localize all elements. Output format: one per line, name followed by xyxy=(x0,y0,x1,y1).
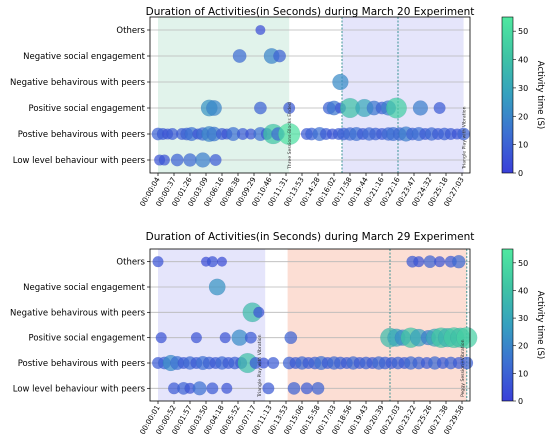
y-tick-label: Low level behaviour with peers xyxy=(13,384,146,394)
data-point xyxy=(332,73,349,91)
data-point xyxy=(283,101,296,115)
data-point xyxy=(311,381,325,395)
y-tick-label: Negative behavirous with peers xyxy=(10,78,146,88)
march-20-panel: Duration of Activities(in Seconds) durin… xyxy=(10,6,545,208)
colorbar xyxy=(501,16,514,174)
data-point xyxy=(195,152,211,168)
colorbar xyxy=(501,248,514,402)
data-point xyxy=(433,101,446,115)
y-tick-label: Others xyxy=(116,26,145,36)
data-point xyxy=(219,332,231,344)
data-point xyxy=(232,49,247,63)
y-tick-label: Postive behavirous with peers xyxy=(18,359,146,369)
y-tick-label: Postive behavirous with peers xyxy=(18,130,146,140)
y-tick-label: Others xyxy=(116,258,145,268)
data-point xyxy=(216,256,228,267)
colorbar-tick-label: 40 xyxy=(518,286,528,295)
data-point xyxy=(278,122,301,146)
data-point xyxy=(208,278,226,296)
data-point xyxy=(253,306,265,318)
annotation-label: Triangle Play with Vibration xyxy=(257,334,263,398)
shaded-region-salmon xyxy=(287,249,467,401)
data-point xyxy=(192,381,207,396)
colorbar-tick-label: 10 xyxy=(518,369,528,378)
march-29-panel: Duration of Activities(in Seconds) durin… xyxy=(10,231,545,436)
data-point xyxy=(244,331,257,344)
data-point xyxy=(206,256,219,268)
data-point xyxy=(456,327,478,349)
data-point xyxy=(183,153,197,167)
data-point xyxy=(255,24,266,36)
data-point xyxy=(412,100,429,116)
shaded-region-blue xyxy=(158,249,266,401)
data-point xyxy=(253,101,267,115)
y-tick-label: Positive social engagement xyxy=(29,104,146,114)
y-tick-label: Low level behaviour with peers xyxy=(13,156,146,166)
shaded-region-blue xyxy=(342,17,464,173)
y-tick-label: Positive social engagement xyxy=(29,334,146,344)
data-point xyxy=(300,382,313,395)
data-point xyxy=(284,331,298,345)
colorbar-tick-label: 50 xyxy=(518,27,528,36)
data-point xyxy=(273,49,287,63)
data-point xyxy=(155,332,167,344)
colorbar-tick-label: 20 xyxy=(518,342,528,351)
data-point xyxy=(206,382,219,395)
colorbar-label: Activity time (S) xyxy=(535,291,545,359)
data-point xyxy=(206,100,222,116)
data-point xyxy=(170,153,184,167)
plot-frame xyxy=(149,16,471,174)
data-point xyxy=(152,256,164,268)
colorbar-tick-label: 30 xyxy=(518,84,528,93)
y-tick-label: Negative social engagement xyxy=(23,52,146,62)
data-point xyxy=(385,97,407,119)
data-point xyxy=(287,381,301,395)
colorbar-tick-label: 20 xyxy=(518,112,528,121)
data-point xyxy=(267,356,280,370)
colorbar-tick-label: 30 xyxy=(518,314,528,323)
data-point xyxy=(158,154,171,166)
annotation-label: Peggy Session+Vibration xyxy=(460,339,466,397)
data-point xyxy=(433,256,446,268)
colorbar-label: Activity time (S) xyxy=(535,61,545,129)
y-tick-label: Negative social engagement xyxy=(23,283,146,293)
data-point xyxy=(209,153,222,167)
annotation-label: Triangle Play with Vibration xyxy=(462,106,468,170)
y-tick-label: Negative behavirous with peers xyxy=(10,308,146,318)
colorbar-tick-label: 0 xyxy=(518,169,523,178)
chart-title: Duration of Activities(in Seconds) durin… xyxy=(146,6,475,18)
colorbar-tick-label: 40 xyxy=(518,56,528,65)
data-point xyxy=(221,382,233,394)
colorbar-tick-label: 0 xyxy=(518,397,523,406)
annotation-label: Three Sessions-Blocks Ended xyxy=(287,102,293,170)
data-point xyxy=(413,256,425,268)
data-point xyxy=(262,382,275,395)
colorbar-tick-label: 10 xyxy=(518,141,528,150)
data-point xyxy=(452,254,466,269)
chart-title: Duration of Activities(in Seconds) durin… xyxy=(146,231,475,243)
colorbar-tick-label: 50 xyxy=(518,259,528,268)
data-point xyxy=(190,332,203,344)
plot-frame xyxy=(149,248,471,402)
shaded-region-green xyxy=(158,17,290,173)
